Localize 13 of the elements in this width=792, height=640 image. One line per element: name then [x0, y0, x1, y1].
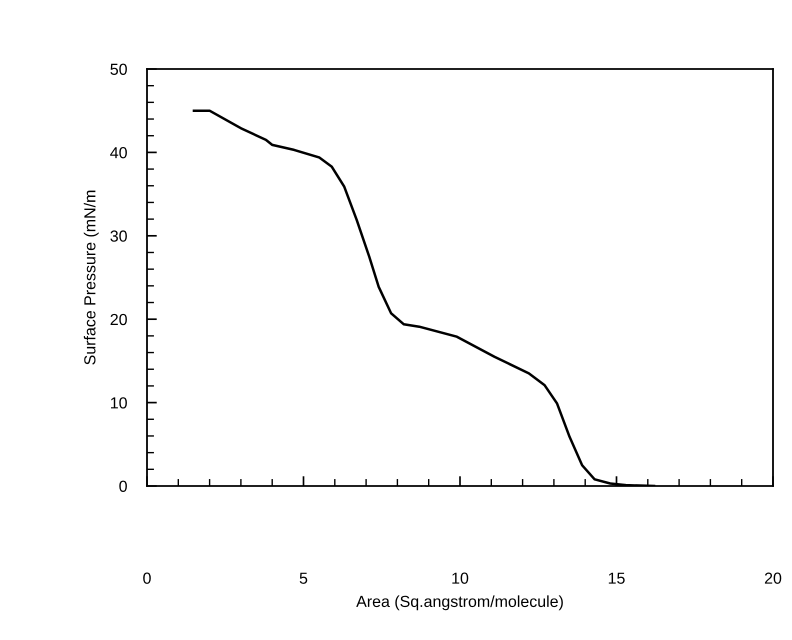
y-tick-label: 20 — [110, 314, 127, 326]
x-axis-title: Area (Sq.angstrom/molecule) — [356, 595, 563, 610]
y-tick-label: 50 — [110, 64, 127, 75]
x-tick-label: 0 — [143, 572, 151, 584]
y-tick-label: 40 — [110, 147, 127, 158]
y-axis-title: Surface Pressure (mN/m — [84, 190, 99, 365]
y-tick-label: 10 — [111, 397, 127, 409]
y-tick-label: 30 — [110, 230, 127, 242]
x-tick-label: 15 — [608, 572, 625, 584]
x-tick-label: 20 — [764, 572, 782, 584]
y-tick-label: 0 — [119, 480, 127, 492]
x-tick-label: 5 — [300, 572, 308, 584]
x-tick-label: 10 — [452, 572, 468, 584]
